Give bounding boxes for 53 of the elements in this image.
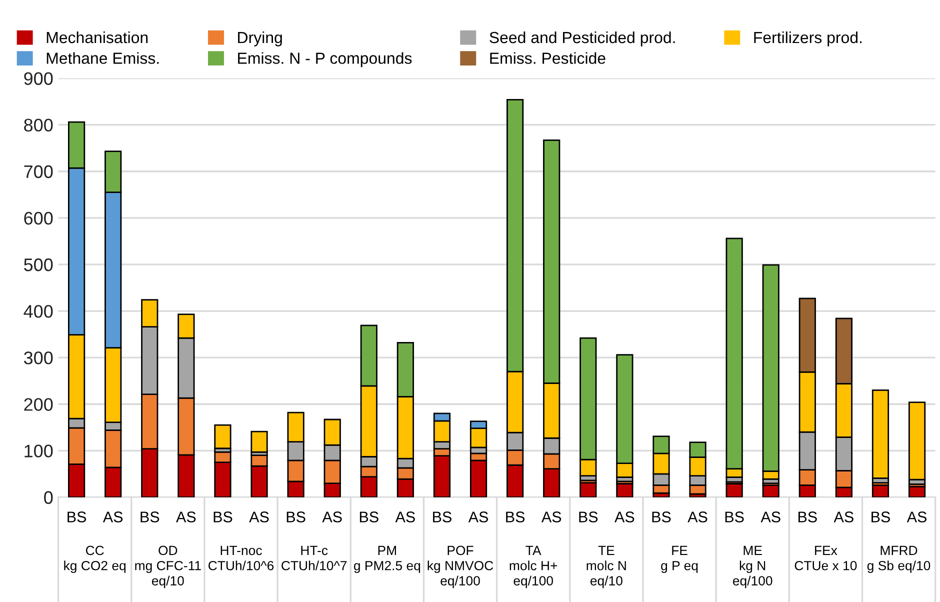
x-tick-label: BS [214, 512, 232, 522]
x-tick-label: AS [834, 512, 854, 522]
x-tick-label: BS [872, 512, 890, 522]
text: FEx CTUe x 10 [794, 546, 857, 570]
x-tick-label: AS [249, 512, 269, 522]
legend-label: Fertilizers prod. [754, 31, 862, 46]
legend-label: Mechanisation [46, 31, 148, 44]
legend-label: Emiss. N - P compounds [238, 52, 412, 68]
x-tick-label: AS [176, 512, 196, 522]
legend-label: Seed and Pesticided prod. [490, 31, 675, 46]
text: HT-noc CTUh/10^6 [208, 546, 274, 570]
y-tick-label: 100 [24, 444, 53, 458]
y-tick-label: 700 [24, 165, 53, 178]
legend-label: Methane Emiss. [46, 52, 159, 64]
text: CC kg CO2 eq [64, 546, 126, 573]
y-tick-label: 800 [24, 118, 53, 132]
y-tick-label: 0 [44, 491, 53, 504]
x-tick-label: AS [688, 512, 708, 522]
x-tick-label: BS [579, 512, 598, 522]
text: HT-c CTUh/10^7 [282, 546, 347, 570]
x-tick-label: AS [468, 512, 488, 522]
x-tick-label: BS [433, 512, 452, 522]
text: FE g P eq [661, 546, 698, 573]
text: POF kg NMVOC eq/100 [428, 546, 494, 588]
legend-label: Emiss. Pesticide [490, 52, 606, 64]
y-tick-label: 300 [24, 352, 53, 364]
x-tick-label: AS [760, 512, 780, 522]
x-tick-label: AS [322, 512, 342, 522]
text: OD mg CFC-11 eq/10 [135, 546, 201, 588]
x-tick-label: AS [102, 512, 123, 522]
x-tick-label: BS [725, 512, 744, 522]
x-tick-label: BS [140, 512, 160, 522]
y-tick-label: 600 [24, 212, 53, 225]
text: ME kg N eq/100 [732, 546, 772, 588]
text: MFRD g Sb eq/10 [867, 546, 930, 573]
x-tick-label: BS [798, 512, 817, 522]
x-tick-label: AS [906, 512, 927, 522]
x-tick-label: BS [68, 512, 86, 522]
y-tick-label: 500 [24, 258, 53, 272]
x-tick-label: BS [652, 512, 671, 522]
x-tick-label: BS [506, 512, 525, 522]
x-tick-label: BS [286, 512, 306, 522]
x-tick-label: AS [614, 512, 634, 522]
y-tick-label: 400 [24, 304, 53, 318]
legend-label: Drying [238, 31, 282, 46]
x-tick-label: BS [360, 512, 378, 522]
y-tick-label: 900 [24, 72, 53, 85]
text: PM g PM2.5 eq [354, 546, 420, 573]
x-tick-label: AS [541, 512, 562, 522]
x-tick-label: AS [395, 512, 415, 522]
y-tick-label: 200 [24, 398, 53, 411]
text: TE molc N eq/10 [586, 546, 626, 588]
text: TA molc H+ eq/100 [510, 546, 558, 588]
